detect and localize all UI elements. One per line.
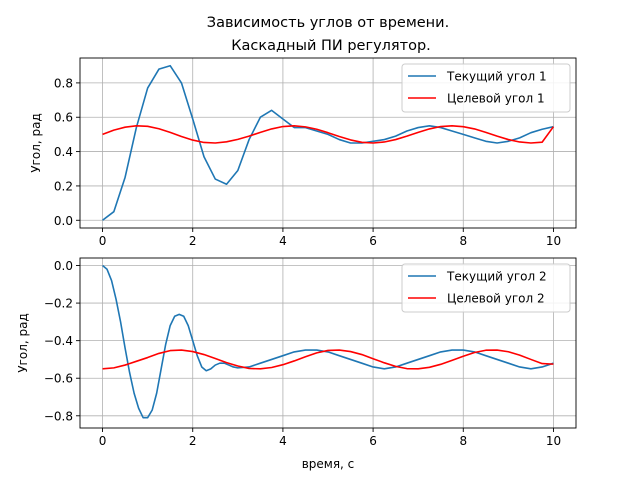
- x-tick-label: 2: [189, 434, 197, 448]
- y-axis-label: Угол, рад: [16, 313, 30, 373]
- x-axis-label: время, с: [302, 457, 355, 471]
- y-tick-label: 0.6: [54, 111, 73, 125]
- x-tick-label: 6: [369, 434, 377, 448]
- y-tick-label: −0.8: [44, 409, 73, 423]
- x-tick-label: 4: [279, 434, 287, 448]
- legend-label-current: Текущий угол 2: [446, 270, 547, 284]
- series-line-target: [102, 125, 555, 144]
- legend-box: [401, 263, 571, 313]
- y-tick-label: 0.2: [54, 179, 73, 193]
- y-tick-label: −0.4: [44, 334, 73, 348]
- x-tick-label: 2: [189, 234, 197, 248]
- y-tick-label: −0.6: [44, 372, 73, 386]
- series-line-current: [102, 264, 554, 419]
- y-tick-label: −0.2: [44, 297, 73, 311]
- y-tick-label: 0.0: [54, 259, 73, 273]
- x-tick-label: 8: [459, 234, 467, 248]
- bottom-subplot: 0 2 4 6 8 10 0.0 −0.2 −0.4 −0.6 −0.8 Угол, рад Текущ…: [16, 257, 577, 448]
- legend-label-target: Целевой угол 1: [447, 92, 545, 106]
- x-tick-label: 10: [546, 434, 561, 448]
- x-tick-label: 0: [99, 234, 107, 248]
- x-tick-label: 10: [546, 234, 561, 248]
- series-line-target: [102, 349, 554, 370]
- figure-title-line2: Каскадный ПИ регулятор.: [231, 38, 431, 54]
- axes-frame: [79, 257, 577, 429]
- y-tick-label: 0.0: [54, 214, 73, 228]
- top-subplot: 0 2 4 6 8 10 0.0 0.2 0.4 0.6 0.8 Угол, рад Текущий у…: [29, 57, 577, 248]
- x-tick-label: 8: [459, 434, 467, 448]
- y-tick-label: 0.4: [54, 145, 73, 159]
- x-tick-label: 4: [279, 234, 287, 248]
- figure-title-line1: Зависимость углов от времени.: [207, 15, 449, 31]
- legend-box: [401, 63, 571, 113]
- axes-frame: [79, 57, 577, 229]
- series-line-current: [102, 64, 554, 221]
- legend-label-current: Текущий угол 1: [446, 70, 547, 84]
- x-tick-label: 6: [369, 234, 377, 248]
- y-tick-label: 0.8: [54, 76, 73, 90]
- x-tick-label: 0: [99, 434, 107, 448]
- y-axis-label: Угол, рад: [29, 113, 43, 173]
- legend-label-target: Целевой угол 2: [447, 292, 545, 306]
